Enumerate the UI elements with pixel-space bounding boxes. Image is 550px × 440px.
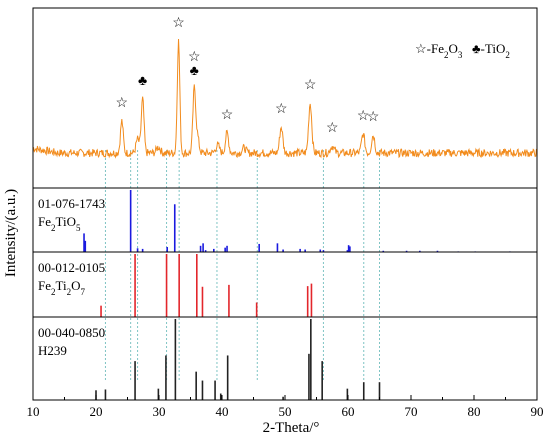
measured-pattern-panel: ☆♣☆♣☆☆ ☆☆☆☆☆ bbox=[32, 16, 538, 159]
peak-marker-5: ☆ bbox=[221, 108, 234, 123]
x-axis-label: 2-Theta/° bbox=[263, 420, 320, 436]
peak-marker-0: ☆ bbox=[116, 96, 129, 111]
plot-frame bbox=[32, 7, 538, 401]
legend: ☆-Fe2O3 ♣-TiO2 bbox=[415, 41, 510, 60]
reference-pattern-00-012-0105: 00-012-0105 Fe2Ti2O7 bbox=[38, 254, 313, 317]
x-tick-label-70: 70 bbox=[405, 404, 418, 419]
reference-formula-label: Fe2TiO5 bbox=[38, 214, 81, 233]
x-tick-label-60: 60 bbox=[342, 404, 355, 419]
peak-marker-2: ☆ bbox=[172, 16, 185, 31]
y-axis-label: Intensity/(a.u.) bbox=[3, 189, 19, 277]
reference-patterns-layer: 01-076-1743Fe2TiO500-012-0105Fe2Ti2O700-… bbox=[38, 190, 511, 400]
plot-border bbox=[32, 7, 538, 401]
x-tick-label-50: 50 bbox=[279, 404, 292, 419]
peak-marker-3: ♣ bbox=[190, 64, 199, 79]
peak-marker-4: ☆ bbox=[188, 50, 201, 65]
reference-id-label: 01-076-1743 bbox=[38, 196, 105, 211]
x-tick-label-40: 40 bbox=[216, 404, 229, 419]
peak-marker-9: ☆ bbox=[357, 109, 370, 124]
reference-formula-label: H239 bbox=[38, 343, 67, 358]
x-tick-label-30: 30 bbox=[153, 404, 166, 419]
peak-marker-7: ☆ bbox=[304, 78, 317, 93]
x-tick-label-90: 90 bbox=[531, 404, 544, 419]
peak-marker-6: ☆ bbox=[275, 102, 288, 117]
reference-id-label: 00-040-0850 bbox=[38, 325, 105, 340]
legend-entry-1: ♣-TiO2 bbox=[472, 41, 510, 60]
x-axis: 10 20 30 40 50 60 70 80 90 bbox=[27, 395, 544, 419]
peak-marker-8: ☆ bbox=[326, 121, 339, 136]
peak-marker-10: ☆ bbox=[367, 110, 380, 125]
reference-pattern-00-040-0850: 00-040-0850 H239 bbox=[38, 319, 381, 400]
guide-line-layer bbox=[104, 150, 380, 380]
reference-pattern-01-076-1743: 01-076-1743 Fe2TiO5 bbox=[38, 190, 511, 252]
x-tick-label-20: 20 bbox=[90, 404, 103, 419]
x-tick-label-80: 80 bbox=[468, 404, 481, 419]
reference-formula-label: Fe2Ti2O7 bbox=[38, 278, 86, 297]
peak-marker-1: ♣ bbox=[138, 74, 147, 89]
measured-pattern-line bbox=[32, 39, 538, 159]
legend-entry-0: ☆-Fe2O3 bbox=[415, 41, 463, 60]
x-tick-label-10: 10 bbox=[27, 404, 40, 419]
reference-id-label: 00-012-0105 bbox=[38, 260, 105, 275]
